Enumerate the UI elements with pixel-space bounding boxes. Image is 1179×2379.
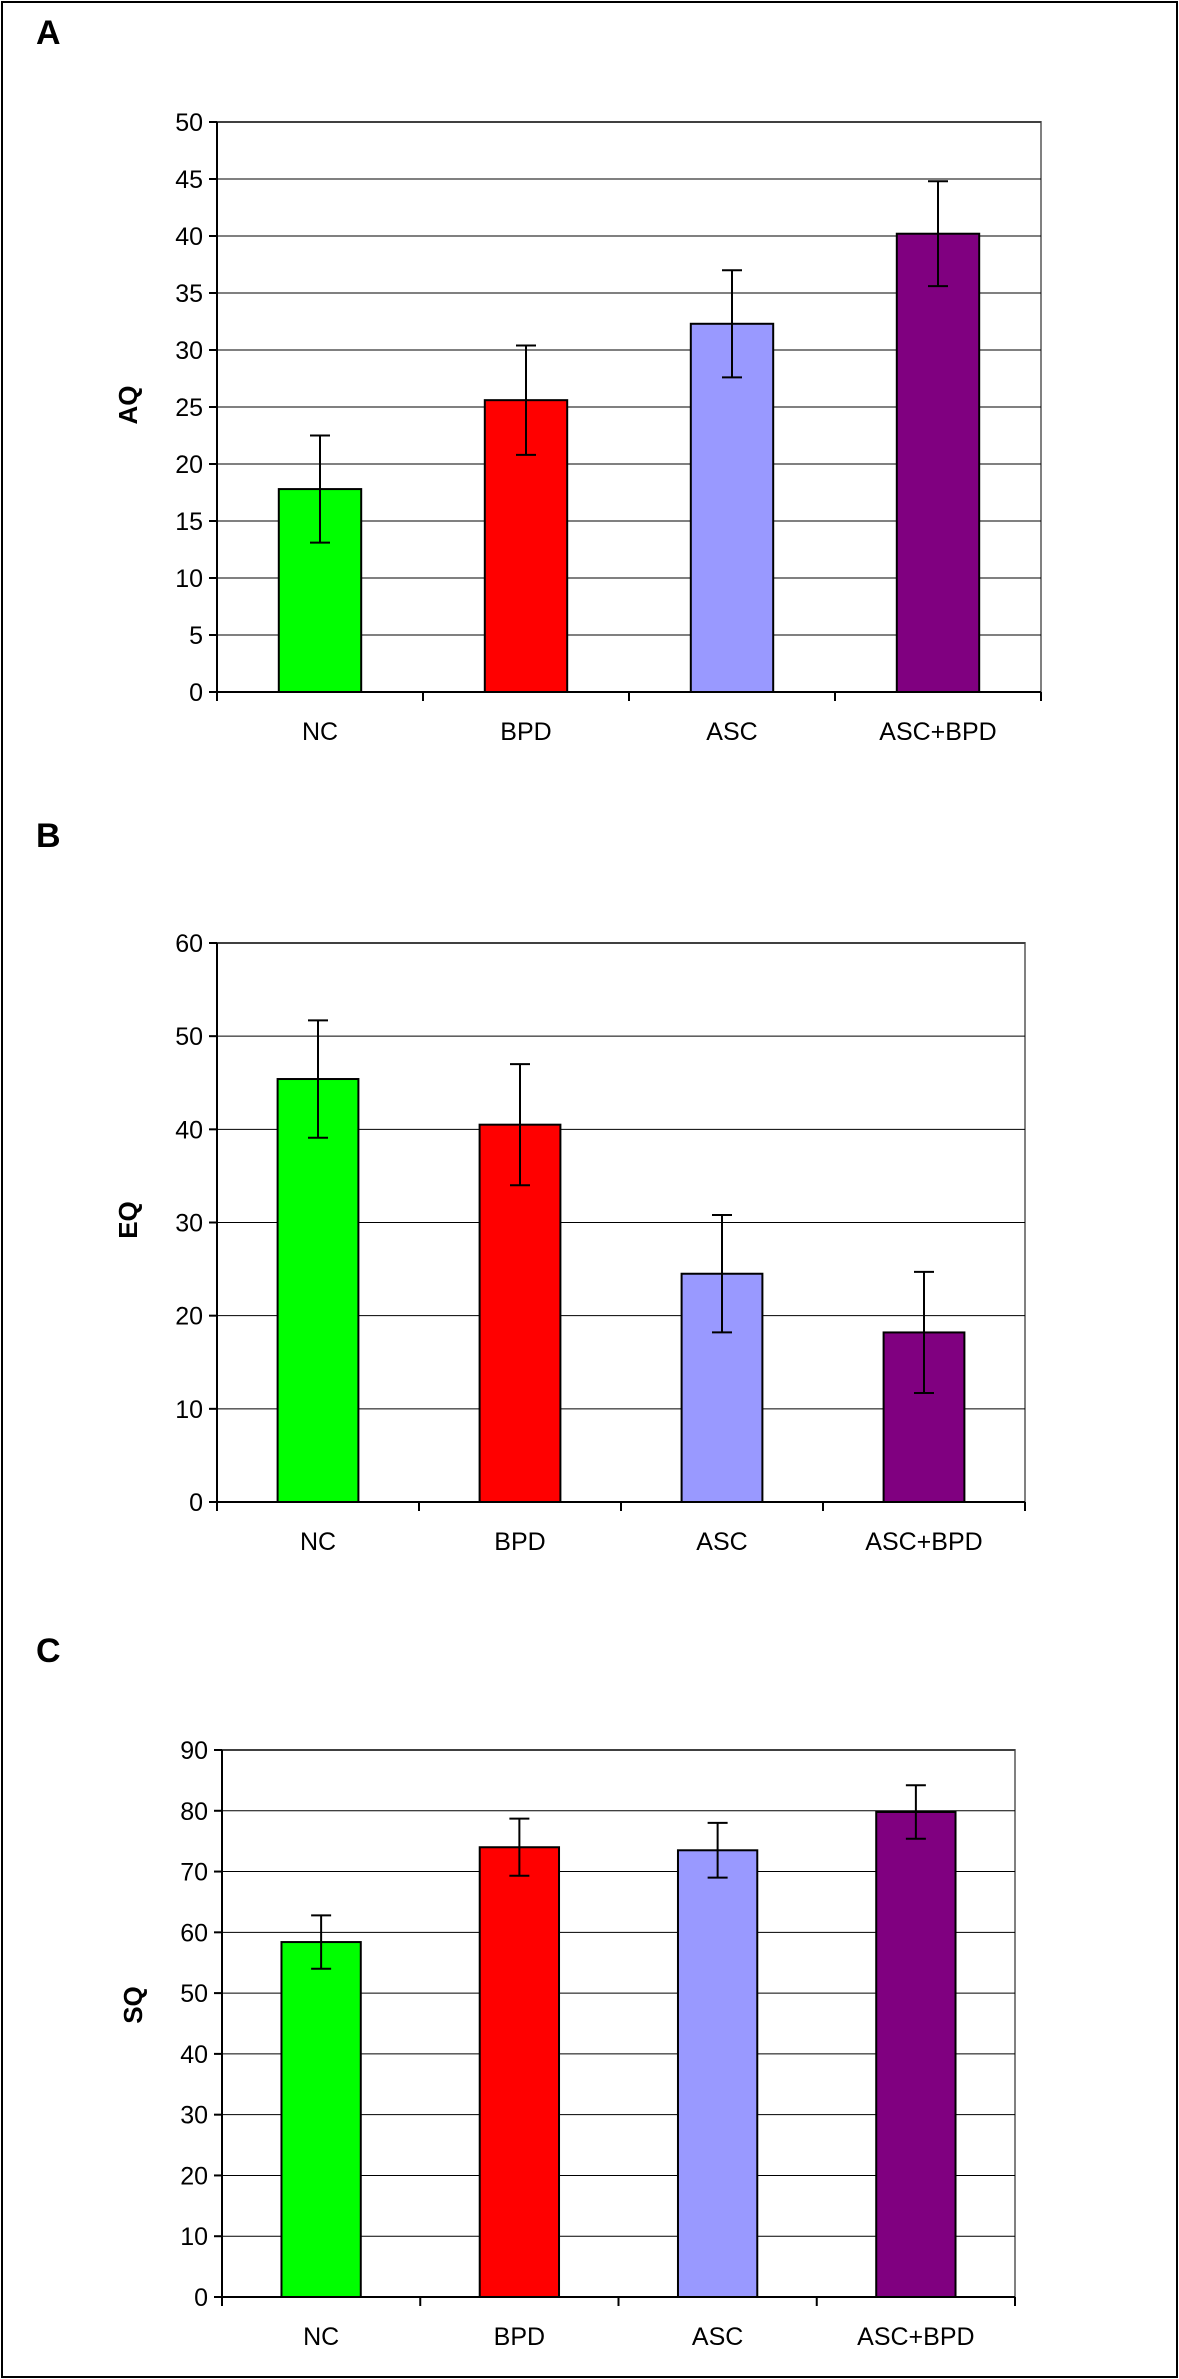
y-tick-label: 30 (175, 337, 203, 365)
y-tick-label: 50 (175, 109, 203, 137)
y-tick-label: 10 (180, 2223, 208, 2251)
panel-label-c: C (36, 1632, 61, 1670)
y-tick-label: 10 (175, 565, 203, 593)
y-tick-label: 30 (180, 2102, 208, 2130)
y-tick-label: 40 (175, 223, 203, 251)
bar-asc (676, 1849, 759, 2298)
y-tick-label: 50 (175, 1023, 203, 1051)
y-axis-label-sq: SQ (118, 1986, 148, 2024)
x-category-label: BPD (494, 1528, 545, 1556)
y-tick-label: 0 (194, 2284, 208, 2312)
y-tick-label: 35 (175, 280, 203, 308)
x-category-label: ASC+BPD (857, 2323, 974, 2351)
y-tick-label: 80 (180, 1798, 208, 1826)
y-tick-label: 20 (175, 1303, 203, 1331)
y-tick-label: 40 (180, 2041, 208, 2069)
panel-c: C SQ 0 10 20 30 40 50 60 70 80 90 NC BPD ASC ASC+BPD (36, 1632, 1016, 2351)
panel-label-b: B (36, 817, 61, 855)
x-category-label: ASC (692, 2323, 743, 2351)
y-tick-label: 40 (175, 1116, 203, 1144)
x-category-label: BPD (494, 2323, 545, 2351)
y-tick-label: 10 (175, 1396, 203, 1424)
bar-bpd (478, 1123, 562, 1504)
y-tick-label: 30 (175, 1210, 203, 1238)
x-category-label: NC (300, 1528, 336, 1556)
y-axis-label-eq: EQ (113, 1201, 143, 1239)
y-tick-label: 25 (175, 394, 203, 422)
plot-area-b: 0 10 20 30 40 50 60 NC BPD ASC ASC+BPD (175, 930, 1026, 1556)
x-category-label: NC (303, 2323, 339, 2351)
y-tick-label: 0 (189, 1489, 203, 1517)
bar-asc-bpd (895, 232, 981, 693)
bar-asc-bpd (875, 1810, 957, 2298)
y-tick-label: 60 (175, 930, 203, 958)
x-category-label: ASC+BPD (879, 718, 996, 746)
bar-bpd (478, 1846, 561, 2298)
panel-b: B EQ 0 10 20 30 40 50 60 NC BPD ASC ASC+BPD (36, 817, 1026, 1556)
y-tick-label: 20 (180, 2162, 208, 2190)
y-tick-label: 90 (180, 1737, 208, 1765)
bar-asc (689, 322, 775, 693)
y-tick-label: 50 (180, 1980, 208, 2008)
x-category-label: ASC (696, 1528, 747, 1556)
y-tick-label: 5 (189, 622, 203, 650)
panel-label-a: A (36, 14, 61, 52)
y-axis-label-aq: AQ (113, 386, 143, 425)
panel-a: A AQ 0 5 10 15 20 25 30 35 40 45 50 NC BPD ASC ASC+BPD (36, 14, 1042, 746)
y-tick-label: 0 (189, 679, 203, 707)
y-tick-label: 60 (180, 1919, 208, 1947)
bar-nc (276, 1078, 360, 1503)
y-tick-label: 15 (175, 508, 203, 536)
x-category-label: ASC (706, 718, 757, 746)
y-tick-label: 20 (175, 451, 203, 479)
plot-area-a: 0 5 10 15 20 25 30 35 40 45 50 NC BPD ASC ASC+BPD (175, 109, 1042, 746)
bar-nc (280, 1941, 362, 2298)
y-tick-label: 45 (175, 166, 203, 194)
plot-area-c: 0 10 20 30 40 50 60 70 80 90 NC BPD ASC ASC+BPD (180, 1737, 1016, 2351)
x-category-label: ASC+BPD (865, 1528, 982, 1556)
x-category-label: BPD (500, 718, 551, 746)
x-category-label: NC (302, 718, 338, 746)
y-tick-label: 70 (180, 1859, 208, 1887)
